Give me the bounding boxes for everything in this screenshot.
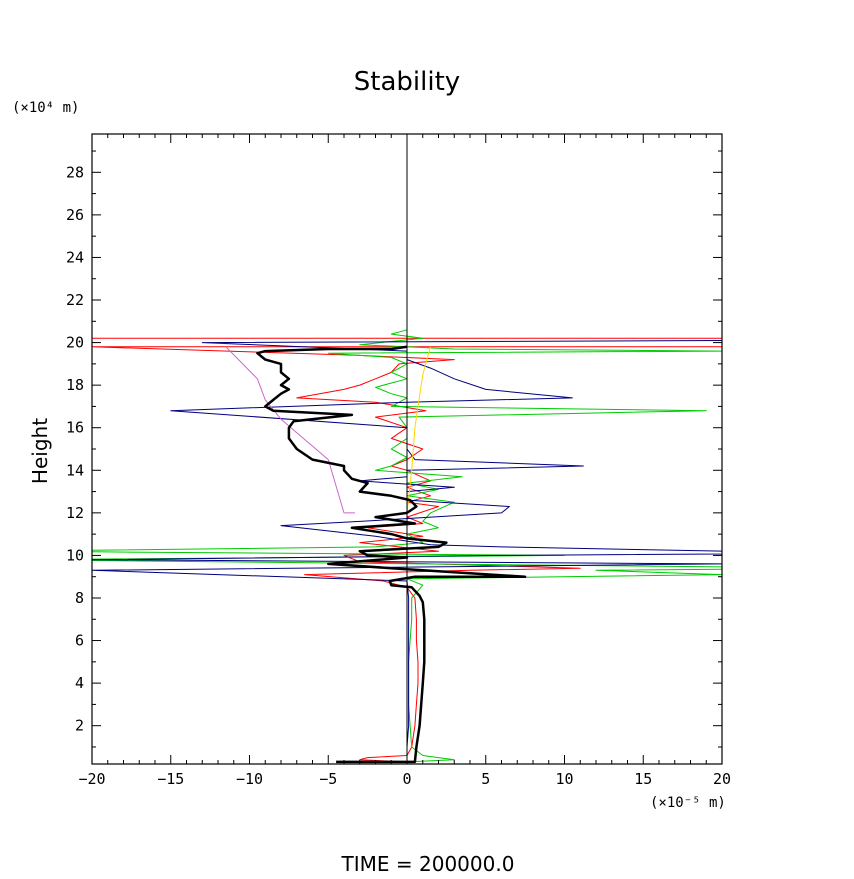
x-tick-label: −5 (319, 770, 337, 788)
y-tick-label: 6 (75, 632, 84, 650)
y-tick-label: 18 (66, 376, 84, 394)
x-tick-label: 0 (402, 770, 411, 788)
y-tick-label: 10 (66, 546, 84, 564)
series-line-3 (92, 340, 722, 762)
y-tick-label: 4 (75, 674, 84, 692)
series-line-1 (92, 337, 722, 763)
x-tick-label: −15 (157, 770, 184, 788)
y-tick-label: 12 (66, 504, 84, 522)
y-tick-label: 24 (66, 248, 84, 266)
y-axis-label: Height (28, 418, 52, 484)
series-line-4 (225, 346, 355, 514)
y-tick-label: 2 (75, 717, 84, 735)
x-tick-label: −10 (236, 770, 263, 788)
x-tick-label: 20 (713, 770, 731, 788)
y-tick-label: 22 (66, 291, 84, 309)
ticks-layer: −20 −15 −10 −5 0 5 10 15 20246810121416182022242… (66, 134, 731, 788)
y-unit-label: (×10⁴ m) (12, 100, 79, 116)
time-footer: TIME = 200000.0 (341, 852, 515, 876)
series-line-2 (92, 329, 722, 763)
y-tick-label: 14 (66, 461, 84, 479)
x-unit-label: (×10⁻⁵ m) (650, 795, 726, 811)
x-tick-label: 5 (481, 770, 490, 788)
chart-title: Stability (354, 67, 460, 97)
plot-frame (91, 133, 723, 765)
y-tick-label: 16 (66, 419, 84, 437)
series-layer (92, 134, 722, 764)
series-line-0 (256, 345, 527, 764)
x-tick-label: −20 (78, 770, 105, 788)
y-tick-label: 8 (75, 589, 84, 607)
x-tick-label: 15 (634, 770, 652, 788)
y-tick-label: 28 (66, 163, 84, 181)
y-tick-label: 26 (66, 206, 84, 224)
x-tick-label: 10 (555, 770, 573, 788)
y-tick-label: 20 (66, 334, 84, 352)
